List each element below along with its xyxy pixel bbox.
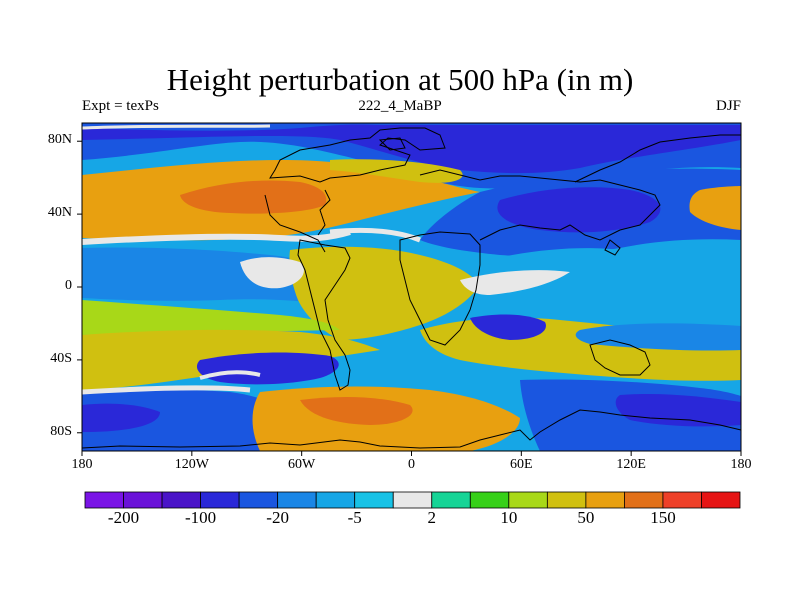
y-tick-label: 80N xyxy=(47,132,72,148)
contour-field xyxy=(82,123,741,451)
colorbar-label: 10 xyxy=(500,508,518,527)
axis-tick-marks xyxy=(77,140,742,456)
colorbar-swatch xyxy=(84,491,124,509)
y-tick-label: 0 xyxy=(65,278,72,293)
colorbar-label: -200 xyxy=(107,508,140,527)
y-tick-label: 40N xyxy=(47,205,72,221)
colorbar-label: -100 xyxy=(184,508,217,527)
season-label: DJF xyxy=(715,98,741,114)
colorbar-swatch xyxy=(354,491,394,509)
y-tick-label: 80S xyxy=(50,423,72,439)
australia-coastline xyxy=(589,339,651,376)
colorbar-swatch xyxy=(161,491,201,509)
x-tick-label: 60W xyxy=(288,457,316,472)
europe-africa-coastline xyxy=(399,231,481,346)
north-america-coastline xyxy=(269,127,446,183)
x-tick-label: 180 xyxy=(730,457,752,472)
colorbar-label: -20 xyxy=(266,508,289,527)
colorbar-swatch xyxy=(624,491,664,509)
colorbar xyxy=(84,491,741,509)
colorbar-swatch xyxy=(123,491,163,509)
colorbar-label: 2 xyxy=(427,508,437,527)
colorbar-swatch xyxy=(469,491,510,509)
x-tick-label: 120W xyxy=(174,457,209,472)
colorbar-swatch xyxy=(508,491,548,509)
colorbar-swatch xyxy=(662,491,702,509)
south-america-coastline xyxy=(297,239,351,391)
colorbar-swatch xyxy=(701,491,741,509)
x-tick-label: 0 xyxy=(408,457,415,472)
map-title: Height perturbation at 500 hPa (in m) xyxy=(166,62,634,97)
colorbar-swatch xyxy=(315,491,356,509)
north-america-east-coast xyxy=(317,189,331,236)
colorbar-swatch xyxy=(585,491,625,509)
colorbar-swatch xyxy=(546,491,587,509)
colorbar-swatch xyxy=(200,491,240,509)
asia-north-coast xyxy=(574,134,741,183)
y-tick-label: 40S xyxy=(50,350,72,366)
colorbar-swatch xyxy=(431,491,471,509)
colorbar-swatch xyxy=(392,491,433,509)
colorbar-label: -5 xyxy=(347,508,362,527)
colorbar-swatch xyxy=(277,491,317,509)
coastlines xyxy=(81,127,742,449)
x-tick-label: 60E xyxy=(510,457,533,472)
x-tick-label: 180 xyxy=(71,457,93,472)
eurasia-coastline xyxy=(419,169,661,241)
colorbar-label: 150 xyxy=(650,508,676,527)
arctic-islands xyxy=(378,137,621,256)
run-label: 222_4_MaBP xyxy=(358,98,442,114)
antarctica-coastline xyxy=(81,409,742,449)
colorbar-label: 50 xyxy=(577,508,595,527)
x-tick-label: 120E xyxy=(616,457,646,472)
north-america-west-coast xyxy=(264,194,326,253)
colorbar-swatch xyxy=(238,491,279,509)
experiment-label: Expt = texPs xyxy=(82,98,159,114)
